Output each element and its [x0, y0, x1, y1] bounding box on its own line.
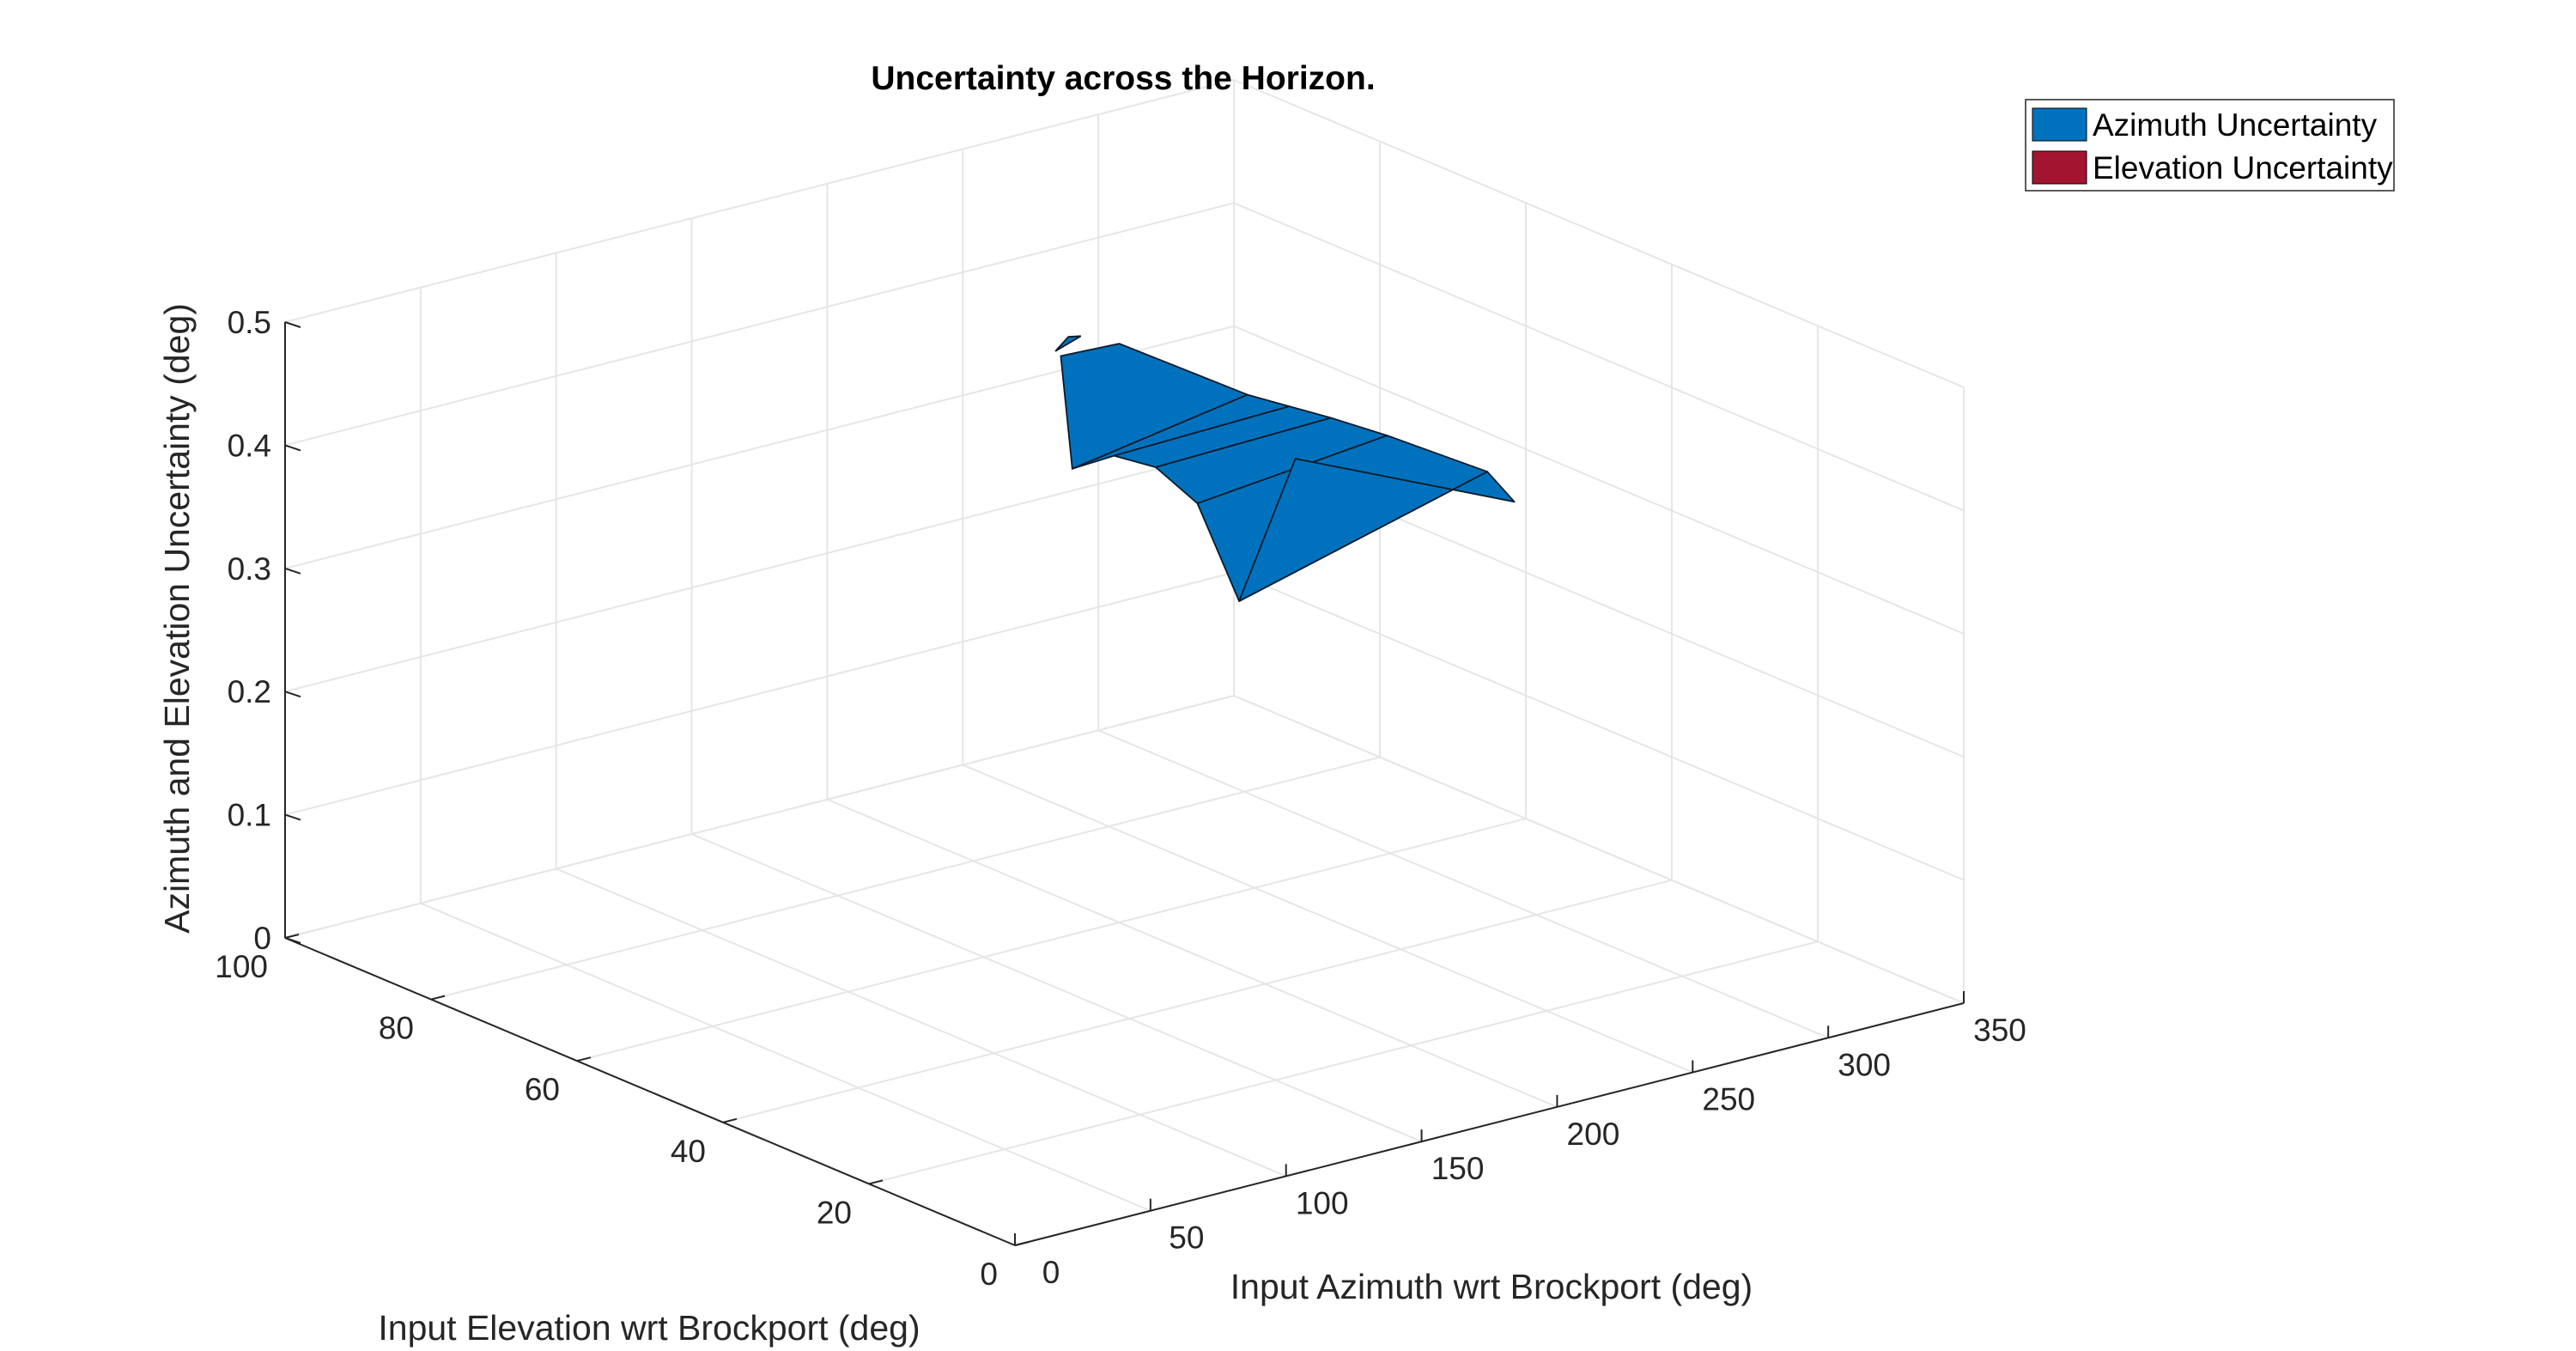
- x-tick-label: 300: [1838, 1047, 1891, 1082]
- z-tick-label: 0.5: [228, 305, 271, 340]
- grid-line-floor-x: [827, 798, 1558, 1108]
- z-axis-label: Azimuth and Elevation Uncertainty (deg): [157, 303, 197, 934]
- legend-label-azimuth: Azimuth Uncertainty: [2093, 107, 2378, 143]
- legend-swatch-elevation: [2032, 150, 2087, 185]
- z-tick-label: 0.4: [228, 428, 271, 463]
- y-axis-line: [284, 937, 1016, 1246]
- x-tick-label: 100: [1296, 1185, 1349, 1220]
- z-tick-label: 0.3: [228, 551, 271, 587]
- axes-box: [284, 322, 1965, 1246]
- z-tick-mark: [284, 321, 301, 328]
- surface-fragment: [1054, 335, 1082, 352]
- x-tick-label: 200: [1567, 1117, 1620, 1152]
- y-tick-label: 80: [379, 1011, 414, 1046]
- grid-line-back-z: [284, 448, 1235, 693]
- z-tick-mark: [284, 691, 301, 698]
- grid-line-back-z: [284, 695, 1235, 939]
- y-tick-mark: [430, 995, 446, 1001]
- z-tick-mark: [284, 937, 301, 944]
- grid-line-side-z: [1233, 325, 1965, 635]
- z-tick-mark: [284, 813, 301, 821]
- grid-line-side-z: [1233, 202, 1965, 512]
- legend-label-elevation: Elevation Uncertainty: [2093, 150, 2393, 186]
- grid-line-side-z: [1233, 79, 1965, 388]
- grid-line-floor-y: [868, 940, 1819, 1185]
- y-tick-label: 100: [215, 949, 268, 984]
- grid-line-floor-y: [576, 818, 1527, 1062]
- grid-line-floor-x: [962, 764, 1693, 1074]
- y-tick-label: 60: [525, 1072, 560, 1107]
- x-tick-label: 350: [1973, 1013, 2026, 1048]
- z-tick-label: 0: [253, 921, 271, 956]
- surface-plot: [1054, 335, 1516, 602]
- grid-line-floor-y: [722, 879, 1673, 1123]
- y-tick-label: 20: [817, 1195, 852, 1230]
- grid-line-back-z: [284, 202, 1235, 447]
- x-axis-line: [1014, 1002, 1965, 1246]
- grid-line-floor-x: [420, 902, 1151, 1212]
- y-tick-label: 0: [980, 1257, 998, 1292]
- grid-line-back-z: [284, 571, 1235, 816]
- z-tick-label: 0.1: [228, 798, 271, 833]
- grid-line-side-z: [1233, 571, 1965, 881]
- z-tick-mark: [284, 444, 301, 452]
- grid-line-back-z: [284, 79, 1235, 323]
- legend-swatch-azimuth: [2032, 107, 2087, 142]
- grid-line-floor-x: [691, 833, 1422, 1143]
- z-tick-mark: [284, 567, 301, 575]
- y-tick-mark: [868, 1179, 884, 1185]
- y-tick-mark: [722, 1117, 738, 1123]
- grid-line-floor-x: [556, 867, 1287, 1178]
- x-axis-label: Input Azimuth wrt Brockport (deg): [1230, 1267, 1753, 1306]
- grid-line-floor-x: [1097, 729, 1829, 1039]
- tick-labels: 05010015020025030035002040608010000.10.2…: [215, 305, 2026, 1292]
- y-tick-mark: [284, 934, 300, 939]
- x-tick-label: 0: [1042, 1255, 1060, 1290]
- z-tick-label: 0.2: [228, 674, 271, 709]
- y-axis-label: Input Elevation wrt Brockport (deg): [378, 1308, 920, 1348]
- x-tick-label: 50: [1169, 1220, 1204, 1256]
- grid-line-side-z: [1233, 695, 1965, 1004]
- legend[interactable]: Azimuth Uncertainty Elevation Uncertaint…: [2025, 99, 2395, 192]
- surface-patch: [1238, 458, 1516, 602]
- chart-title: Uncertainty across the Horizon.: [871, 60, 1375, 97]
- y-tick-mark: [1014, 1241, 1030, 1246]
- y-tick-mark: [576, 1056, 592, 1062]
- x-tick-label: 250: [1702, 1082, 1755, 1117]
- y-tick-label: 40: [671, 1134, 706, 1169]
- x-tick-label: 150: [1431, 1151, 1485, 1186]
- grid-line-floor-y: [430, 756, 1381, 1001]
- axes-grid: [284, 79, 1965, 1246]
